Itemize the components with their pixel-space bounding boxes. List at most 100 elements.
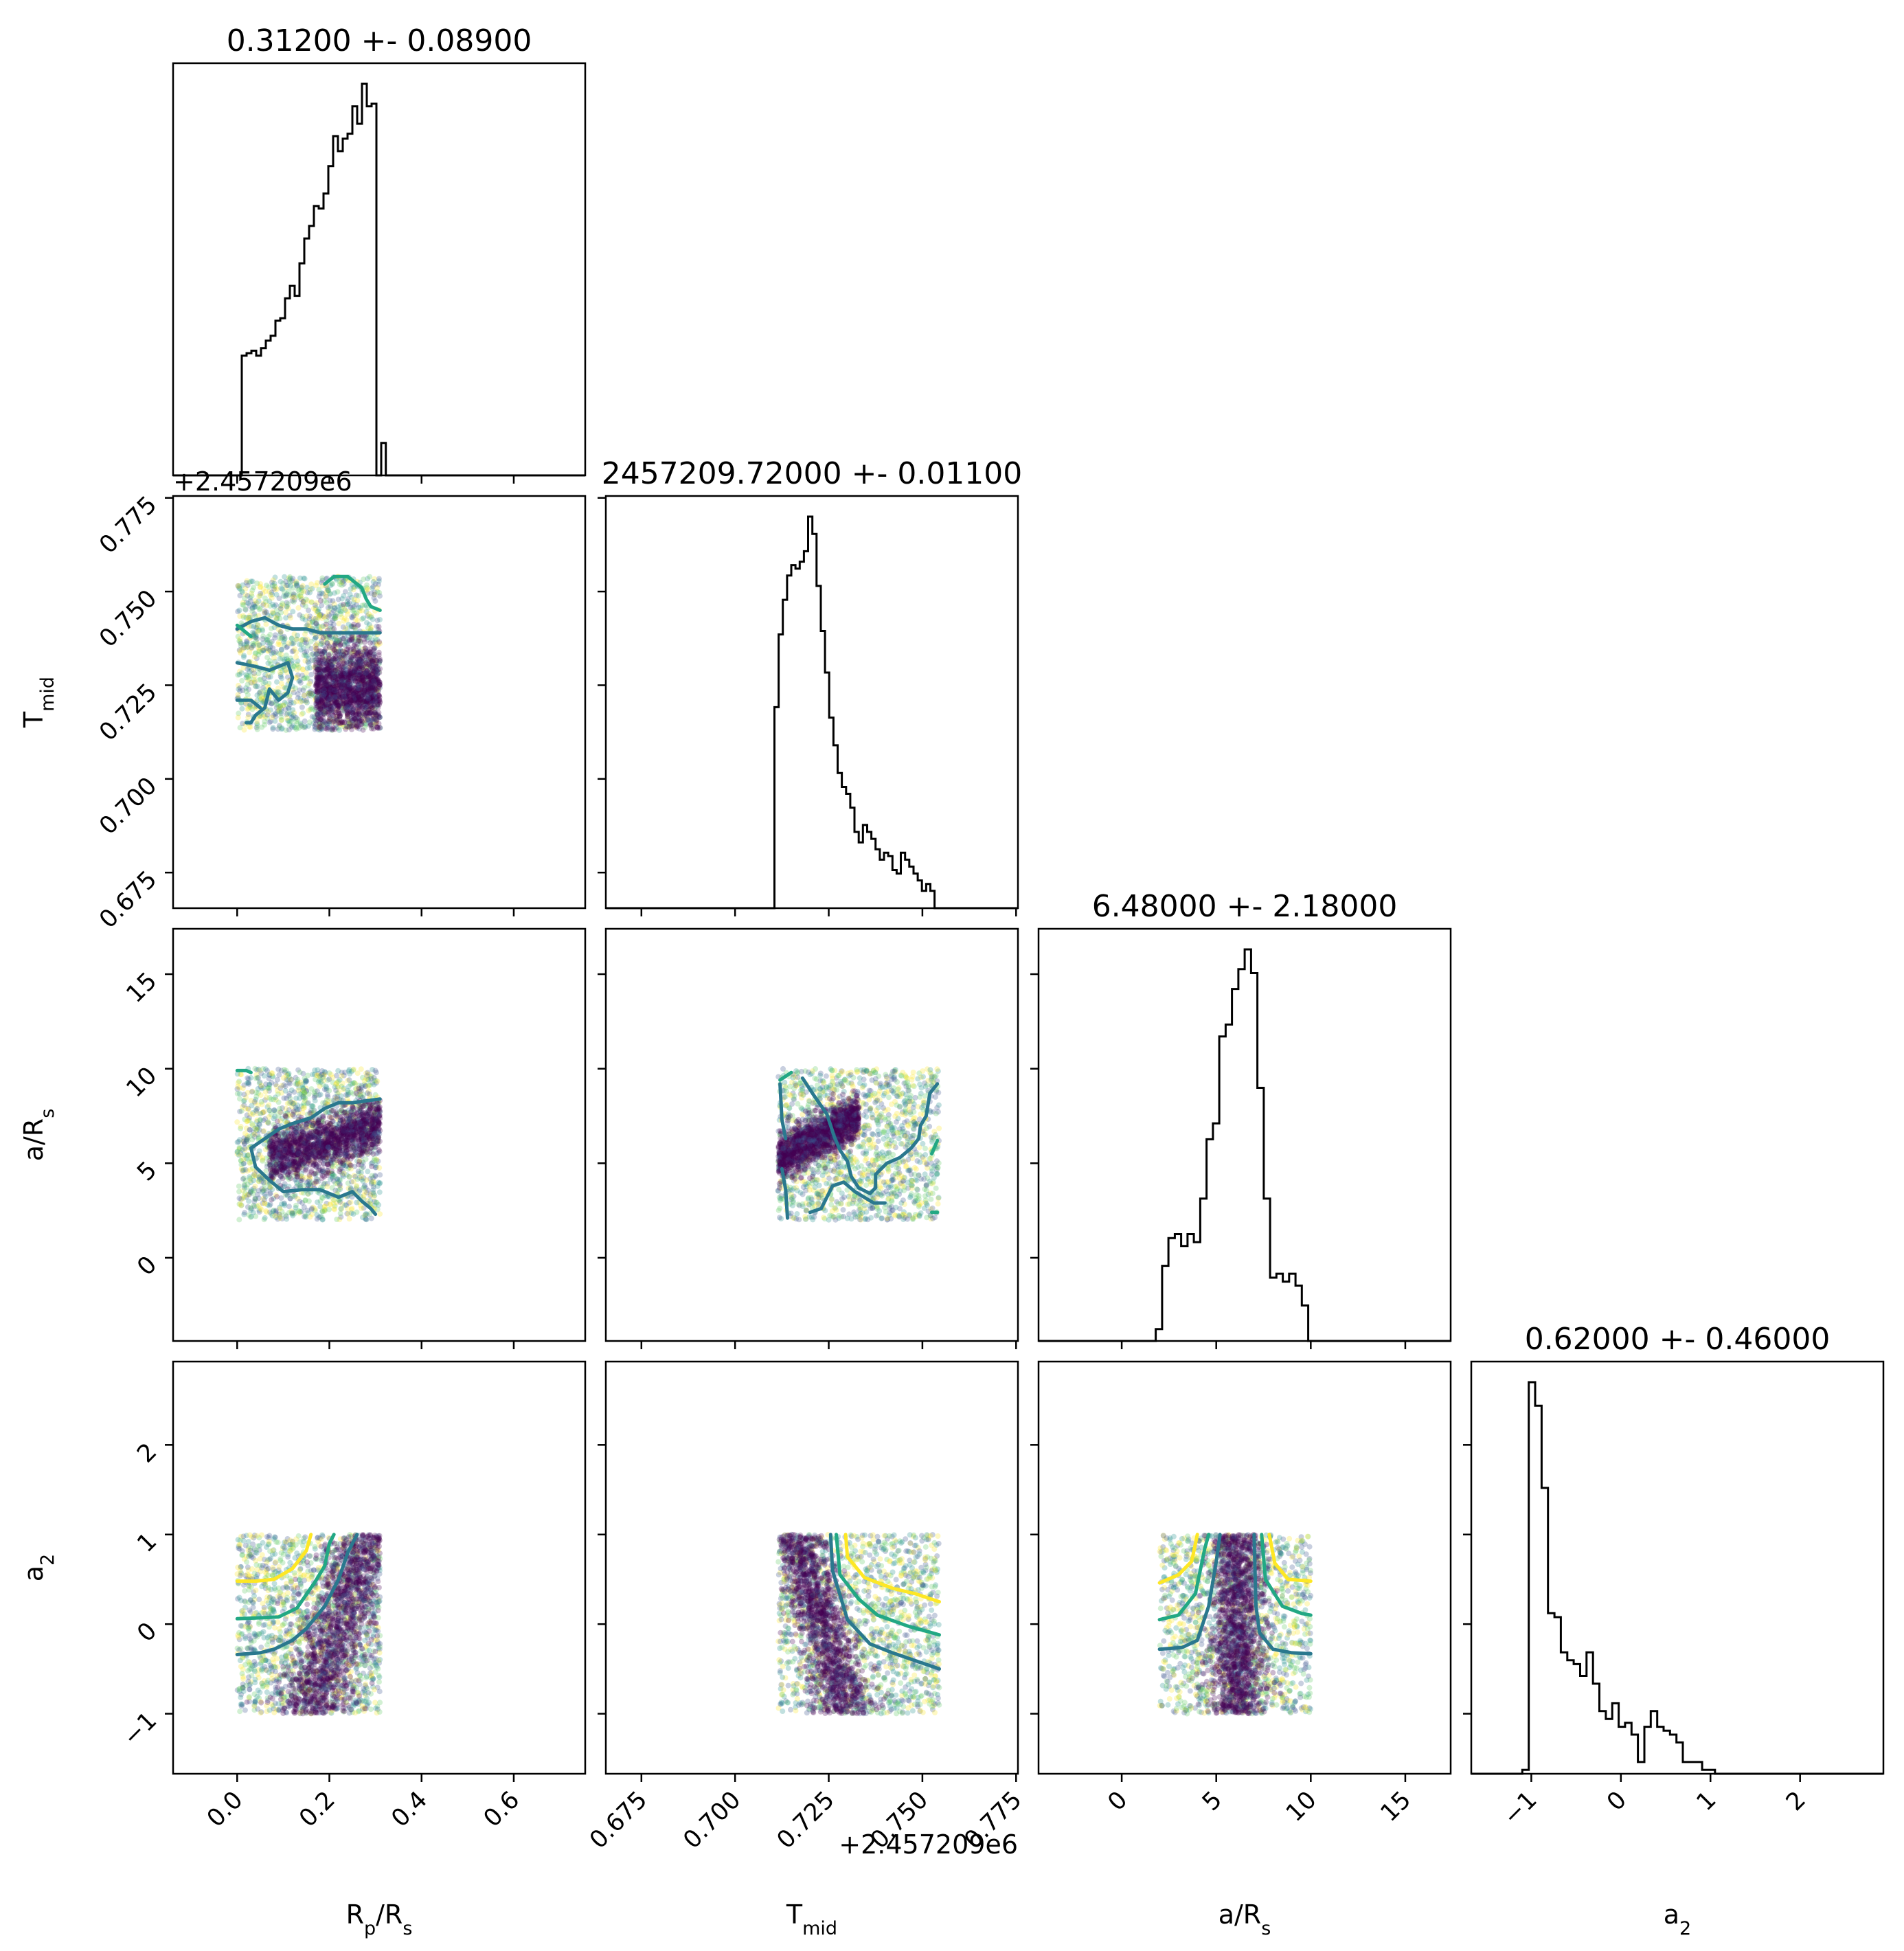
scatter-point <box>247 1166 253 1173</box>
scatter-point <box>351 1080 357 1086</box>
scatter-point <box>288 724 295 730</box>
scatter-point <box>300 724 306 730</box>
scatter-point <box>269 638 275 644</box>
scatter-point <box>274 586 280 592</box>
scatter-point <box>352 666 358 673</box>
scatter-point <box>310 651 316 657</box>
scatter-point <box>306 690 313 695</box>
scatter-point <box>330 659 337 665</box>
scatter-point <box>270 1208 276 1215</box>
scatter-point <box>322 624 328 630</box>
scatter-point <box>345 710 351 717</box>
scatter-point <box>297 642 303 647</box>
scatter-point <box>316 665 322 671</box>
scatter-point <box>298 642 304 648</box>
scatter-point <box>247 595 253 601</box>
scatter-point <box>265 647 271 653</box>
scatter-point <box>351 700 357 706</box>
scatter-point <box>253 650 259 656</box>
scatter-point <box>361 657 367 664</box>
scatter-point <box>314 600 320 606</box>
scatter-point <box>250 642 256 649</box>
scatter-point <box>316 721 322 728</box>
scatter-point <box>328 662 334 668</box>
scatter-point <box>260 602 267 608</box>
scatter-point <box>358 694 364 700</box>
scatter-point <box>323 701 329 707</box>
scatter-point <box>359 690 365 696</box>
scatter-point <box>272 584 278 589</box>
scatter-point <box>372 705 378 711</box>
scatter-point <box>322 680 328 686</box>
scatter-point <box>293 719 299 725</box>
scatter-point <box>251 673 258 679</box>
scatter-point <box>314 651 320 657</box>
scatter-point <box>342 650 348 656</box>
scatter-point <box>335 673 341 679</box>
scatter-point <box>322 710 328 717</box>
scatter-point <box>296 725 302 731</box>
scatter-point <box>258 697 264 703</box>
scatter-point <box>324 689 330 695</box>
scatter-point <box>348 689 354 695</box>
scatter-point <box>244 673 250 679</box>
scatter-point <box>340 703 346 709</box>
scatter-point <box>332 681 339 688</box>
scatter-point <box>320 720 326 726</box>
scatter-point <box>373 697 378 703</box>
scatter-point <box>317 612 324 618</box>
scatter-point <box>332 699 339 706</box>
scatter-point <box>284 583 290 589</box>
scatter-point <box>256 690 262 696</box>
scatter-point <box>306 692 312 699</box>
scatter-point <box>330 674 337 679</box>
scatter-point <box>359 720 365 726</box>
scatter-point <box>370 705 376 710</box>
scatter-point <box>297 699 304 705</box>
scatter-point <box>260 648 267 654</box>
scatter-point <box>247 649 253 655</box>
scatter-point <box>302 1076 308 1081</box>
scatter-point <box>368 590 374 596</box>
scatter-point <box>326 612 332 618</box>
scatter-point <box>377 666 383 672</box>
scatter-point <box>343 707 350 712</box>
scatter-point <box>299 673 305 679</box>
scatter-point <box>374 618 381 624</box>
scatter-point <box>349 623 355 629</box>
scatter-point <box>290 576 296 582</box>
scatter-point <box>284 710 291 717</box>
scatter-point <box>306 708 312 714</box>
scatter-point <box>239 588 245 594</box>
scatter-point <box>328 708 334 713</box>
scatter-point <box>361 684 367 690</box>
scatter-point <box>278 635 284 642</box>
scatter-point <box>323 613 329 619</box>
scatter-point <box>317 670 323 677</box>
scatter-point <box>327 591 333 597</box>
scatter-point <box>253 655 260 662</box>
scatter-point <box>372 662 378 668</box>
scatter-point <box>337 713 343 719</box>
scatter-point <box>373 1070 379 1076</box>
scatter-point <box>339 652 344 658</box>
scatter-point <box>269 579 275 585</box>
scatter-point <box>252 598 258 604</box>
scatter-point <box>245 666 251 672</box>
scatter-point <box>351 671 357 677</box>
scatter-point <box>361 688 367 695</box>
scatter-point <box>295 594 302 600</box>
scatter-point <box>258 695 264 701</box>
scatter-point <box>321 704 328 710</box>
scatter-point <box>340 624 346 630</box>
scatter-point <box>319 640 324 646</box>
scatter-point <box>254 625 260 631</box>
scatter-point <box>332 642 338 648</box>
scatter-point <box>279 668 285 674</box>
scatter-point <box>370 637 376 643</box>
scatter-point <box>367 646 373 652</box>
scatter-point <box>350 607 356 613</box>
scatter-point <box>241 644 247 651</box>
scatter-point <box>354 641 361 647</box>
scatter-point <box>254 697 260 703</box>
